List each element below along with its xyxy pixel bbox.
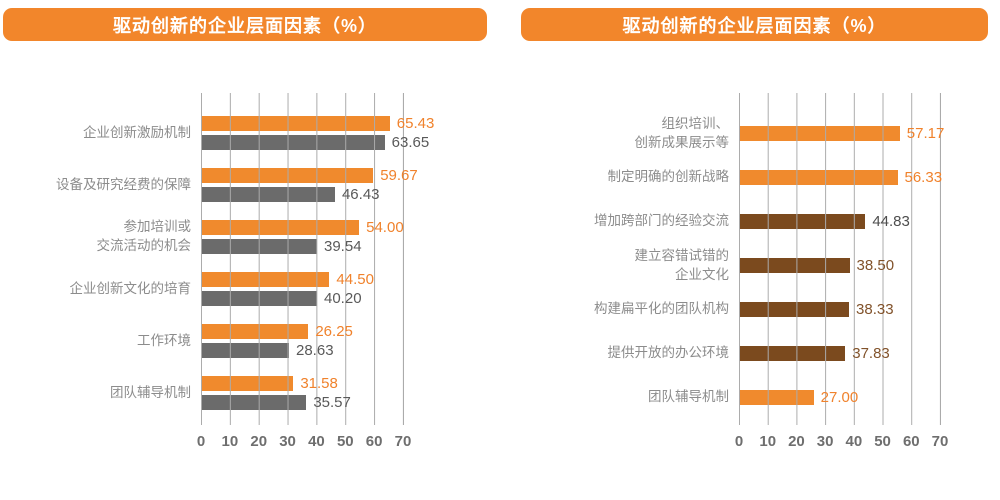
- axis-tick: 10: [221, 433, 239, 450]
- bar-gray: [201, 291, 317, 306]
- category-label: 组织培训、 创新成果展示等: [634, 116, 730, 150]
- axis-tick: 70: [931, 433, 949, 450]
- chart-row: 企业创新文化的培育 44.50 40.20: [30, 263, 403, 315]
- bar-gray: [201, 343, 289, 358]
- axis-tick: 40: [845, 433, 863, 450]
- bar-chart-right: 组织培训、 创新成果展示等 57.17 制定明确的创新战略 56.33 增加跨部门的经验…: [568, 93, 949, 463]
- bar-gray: [201, 239, 317, 254]
- bar-orange: [739, 126, 900, 142]
- bar-orange: [201, 168, 374, 183]
- axis-tick: 10: [759, 433, 777, 450]
- bar-brown: [739, 301, 850, 317]
- category-label: 构建扁平化的团队机构: [594, 300, 729, 316]
- value-label: 26.25: [315, 323, 353, 340]
- category-label: 提供开放的办公环境: [607, 344, 730, 360]
- value-label: 39.54: [324, 238, 362, 255]
- value-label: 40.20: [324, 290, 362, 307]
- bar-orange: [201, 220, 360, 235]
- category-label: 工作环境: [137, 332, 191, 348]
- chart-title-banner-right: 驱动创新的企业层面因素（%）: [521, 8, 988, 41]
- value-label: 44.83: [872, 213, 910, 231]
- value-label: 31.58: [300, 375, 338, 392]
- value-label: 59.67: [380, 167, 418, 184]
- value-label: 27.00: [820, 388, 859, 406]
- chart-title: 驱动创新的企业层面因素（%）: [622, 15, 887, 36]
- category-label: 团队辅导机制: [110, 384, 191, 400]
- value-label: 56.33: [904, 169, 943, 187]
- bar-orange: [739, 389, 814, 405]
- chart-row: 参加培训或 交流活动的机会 54.00 39.54: [30, 211, 404, 263]
- axis-tick: 70: [394, 433, 412, 450]
- axis-tick: 60: [902, 433, 920, 450]
- bar-orange: [201, 272, 330, 287]
- category-label: 企业创新激励机制: [83, 124, 191, 140]
- value-label: 65.43: [396, 115, 435, 132]
- chart-row: 团队辅导机制 27.00: [568, 375, 940, 419]
- value-label: 46.43: [341, 186, 380, 203]
- bar-orange: [201, 376, 294, 391]
- axis-tick: 40: [308, 433, 325, 450]
- axis-tick: 30: [279, 433, 296, 450]
- value-label: 35.57: [313, 394, 351, 411]
- category-label: 建立容错试错的 企业文化: [634, 247, 730, 282]
- axis-tick: 60: [365, 433, 383, 450]
- chart-row: 工作环境 26.25 28.63: [30, 315, 403, 367]
- axis-tick: 50: [874, 433, 891, 450]
- category-label: 增加跨部门的经验交流: [594, 213, 729, 229]
- chart-rows: 组织培训、 创新成果展示等 57.17 制定明确的创新战略 56.33 增加跨部门的经验…: [568, 112, 945, 419]
- chart-row: 团队辅导机制 31.58 35.57: [30, 367, 403, 419]
- category-label: 设备及研究经费的保障: [56, 176, 191, 192]
- bar-gray: [201, 135, 385, 150]
- axis-tick: 20: [788, 433, 805, 450]
- chart-row: 增加跨部门的经验交流 44.83: [568, 200, 940, 244]
- value-label: 38.50: [856, 257, 895, 274]
- bar-brown: [739, 345, 846, 361]
- value-label: 44.50: [336, 271, 374, 288]
- value-label: 57.17: [906, 125, 945, 143]
- category-label: 企业创新文化的培育: [69, 280, 192, 296]
- category-label: 制定明确的创新战略: [607, 169, 730, 185]
- chart-title: 驱动创新的企业层面因素（%）: [112, 15, 377, 36]
- bar-orange: [739, 170, 898, 186]
- value-label: 54.00: [366, 219, 404, 236]
- bar-gray: [201, 395, 307, 410]
- value-label: 28.63: [296, 342, 334, 359]
- x-axis: 0 10 20 30 40 50 60 70: [197, 433, 412, 455]
- value-label: 37.83: [852, 344, 890, 362]
- axis-tick: 50: [336, 433, 354, 450]
- chart-row: 制定明确的创新战略 56.33: [568, 156, 943, 200]
- category-label: 团队辅导机制: [648, 388, 729, 404]
- value-label: 63.65: [391, 134, 430, 151]
- bar-chart-left: 企业创新激励机制 65.43 63.65 设备及研究经费的保障 59.67 46.43 参加…: [30, 93, 434, 463]
- chart-row: 设备及研究经费的保障 59.67 46.43: [30, 159, 418, 211]
- axis-tick: 30: [816, 433, 834, 450]
- value-label: 38.33: [856, 300, 894, 318]
- chart-row: 提供开放的办公环境 37.83: [568, 331, 940, 375]
- chart-row: 组织培训、 创新成果展示等 57.17: [568, 112, 945, 156]
- bar-orange: [201, 116, 390, 131]
- chart-rows: 企业创新激励机制 65.43 63.65 设备及研究经费的保障 59.67 46.43 参加…: [30, 107, 434, 419]
- chart-title-banner-left: 驱动创新的企业层面因素（%）: [3, 8, 487, 41]
- category-label: 参加培训或 交流活动的机会: [96, 219, 192, 253]
- axis-tick: 0: [196, 433, 206, 450]
- x-axis: 0 10 20 30 40 50 60 70: [735, 433, 949, 455]
- chart-row: 建立容错试错的 企业文化 38.50: [568, 244, 940, 288]
- bar-orange: [201, 324, 309, 339]
- bar-gray: [201, 187, 335, 202]
- axis-tick: 0: [734, 433, 744, 450]
- axis-tick: 20: [250, 433, 268, 450]
- bar-brown: [739, 214, 866, 230]
- chart-row: 构建扁平化的团队机构 38.33: [568, 287, 940, 331]
- bar-brown: [739, 258, 850, 273]
- chart-row: 企业创新激励机制 65.43 63.65: [30, 107, 434, 159]
